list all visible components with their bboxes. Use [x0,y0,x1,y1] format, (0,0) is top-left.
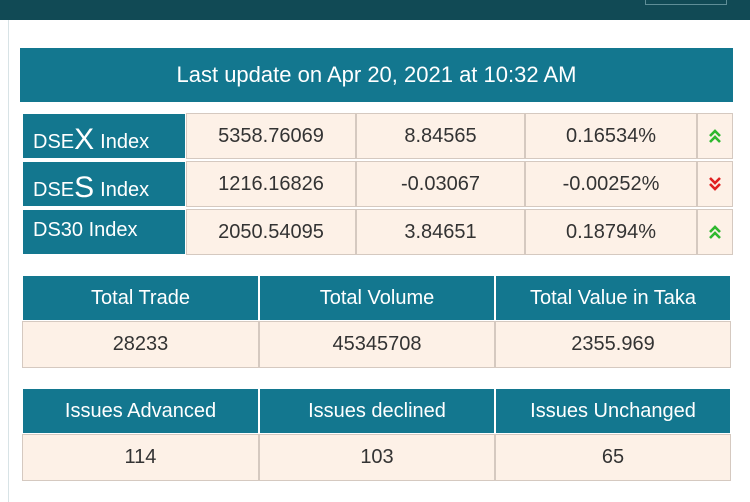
index-percent: 0.16534% [525,113,697,159]
arrow [709,177,721,191]
table-header: Issues Advanced [22,388,259,434]
table-value: 65 [495,434,731,481]
top-button[interactable] [645,0,727,5]
table-header: Issues declined [259,388,495,434]
table-header: Total Trade [22,275,259,321]
top-bar [0,0,750,20]
table-value: 103 [259,434,495,481]
table-header: Total Value in Taka [495,275,731,321]
table-value: 28233 [22,321,259,368]
index-percent: -0.00252% [525,161,697,207]
index-value: 2050.54095 [186,209,356,255]
index-name-part: S [74,171,95,204]
index-change: 8.84565 [356,113,525,159]
trend-icon [697,209,733,255]
table-value: 114 [22,434,259,481]
index-name-part: DSE [33,179,75,201]
index-name-part: DSE [33,131,75,153]
index-name: DSE X Index [22,113,186,159]
update-header: Last update on Apr 20, 2021 at 10:32 AM [20,48,733,102]
index-value: 5358.76069 [186,113,356,159]
index-name-part: Index [100,179,150,201]
index-name: DSE S Index [22,161,186,207]
index-name-part: DS30 Index [33,218,138,241]
index-change: 3.84651 [356,209,525,255]
trend-icon [697,113,733,159]
arrow [709,225,721,239]
index-name: DS30 Index [22,209,186,255]
trend-icon [697,161,733,207]
table-header: Issues Unchanged [495,388,731,434]
index-percent: 0.18794% [525,209,697,255]
index-value: 1216.16826 [186,161,356,207]
table-value: 45345708 [259,321,495,368]
index-name-part: X [74,123,95,156]
divider [8,20,9,502]
index-name-part: Index [100,131,150,153]
table-value: 2355.969 [495,321,731,368]
table-header: Total Volume [259,275,495,321]
index-change: -0.03067 [356,161,525,207]
arrow [709,129,721,143]
